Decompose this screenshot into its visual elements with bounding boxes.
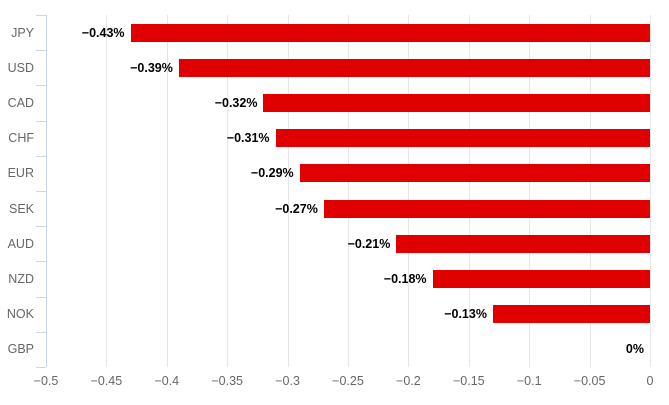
x-axis-label: −0.05	[573, 374, 606, 388]
data-label-gbp: 0%	[625, 342, 644, 357]
data-label-sek: −0.27%	[275, 201, 318, 216]
y-axis-label-usd: USD	[7, 60, 34, 75]
x-axis-label: −0.4	[154, 374, 180, 388]
y-axis-label-chf: CHF	[8, 131, 34, 146]
x-axis-label: −0.25	[332, 374, 364, 388]
plot-area	[36, 15, 651, 368]
data-label-nzd: −0.18%	[383, 272, 427, 286]
y-axis-label-jpy: JPY	[11, 25, 34, 40]
category-axis-tick	[36, 367, 46, 368]
data-label-chf: −0.31%	[226, 131, 270, 146]
y-axis-label-gbp: GBP	[7, 342, 34, 357]
gridline	[287, 15, 289, 367]
category-axis-tick	[36, 121, 46, 122]
bar-nok[interactable]	[492, 305, 650, 323]
gridline	[106, 15, 108, 367]
x-axis-label: −0.45	[90, 374, 123, 388]
bar-sek[interactable]	[323, 200, 650, 218]
x-axis-label: −0.2	[396, 374, 421, 388]
x-axis-label: −0.35	[211, 374, 244, 388]
y-axis-label-cad: CAD	[7, 96, 34, 110]
category-axis-tick	[36, 332, 46, 333]
bar-cad[interactable]	[263, 94, 650, 112]
bar-aud[interactable]	[396, 235, 650, 253]
gridline	[589, 15, 591, 367]
x-axis-label: −0.3	[275, 374, 300, 388]
y-axis-label-eur: EUR	[7, 166, 34, 181]
gridline	[166, 15, 168, 367]
category-axis-tick	[36, 156, 46, 157]
category-axis-tick	[36, 85, 46, 86]
x-axis-label: −0.1	[516, 374, 542, 388]
y-axis-label-aud: AUD	[7, 236, 34, 251]
data-label-usd: −0.39%	[130, 60, 173, 75]
gridline	[348, 15, 349, 367]
x-axis-label: −0.15	[452, 374, 485, 388]
bar-jpy[interactable]	[130, 24, 650, 42]
category-axis-tick	[36, 15, 46, 16]
data-label-cad: −0.32%	[214, 96, 258, 110]
category-axis-tick	[36, 191, 46, 192]
category-axis-tick	[36, 261, 46, 262]
data-label-jpy: −0.43%	[81, 25, 125, 40]
x-axis-label: 0	[646, 374, 654, 388]
gridline	[227, 15, 229, 367]
y-axis-label-sek: SEK	[8, 201, 34, 216]
gridline	[529, 15, 531, 367]
data-label-nok: −0.13%	[444, 307, 487, 322]
x-axis-label: −0.5	[33, 374, 59, 388]
gridline	[408, 15, 410, 367]
data-label-aud: −0.21%	[347, 236, 391, 251]
gridline	[468, 15, 470, 367]
category-axis-tick	[36, 297, 46, 298]
bar-eur[interactable]	[299, 164, 650, 182]
bar-nzd[interactable]	[432, 270, 650, 288]
y-axis-label-nok: NOK	[6, 307, 34, 322]
data-label-eur: −0.29%	[250, 166, 294, 181]
bar-chf[interactable]	[275, 129, 650, 147]
category-axis-tick	[36, 50, 46, 51]
gridline	[650, 15, 651, 367]
bar-usd[interactable]	[178, 59, 650, 77]
y-axis-label-nzd: NZD	[8, 272, 34, 286]
category-axis-tick	[36, 226, 46, 227]
